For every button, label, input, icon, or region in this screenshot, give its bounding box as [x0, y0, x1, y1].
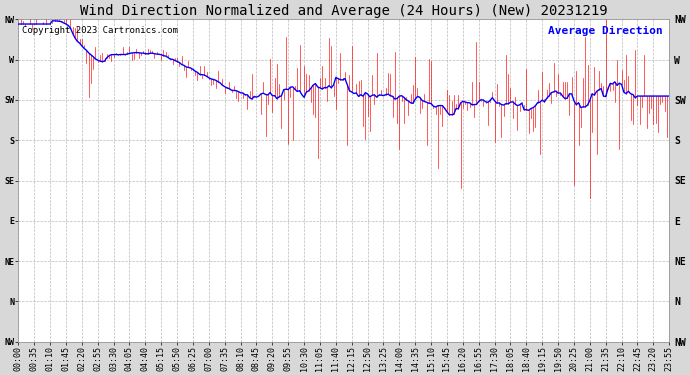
Text: Average Direction: Average Direction — [548, 26, 662, 36]
Text: Copyright 2023 Cartronics.com: Copyright 2023 Cartronics.com — [21, 26, 177, 35]
Title: Wind Direction Normalized and Average (24 Hours) (New) 20231219: Wind Direction Normalized and Average (2… — [80, 4, 608, 18]
